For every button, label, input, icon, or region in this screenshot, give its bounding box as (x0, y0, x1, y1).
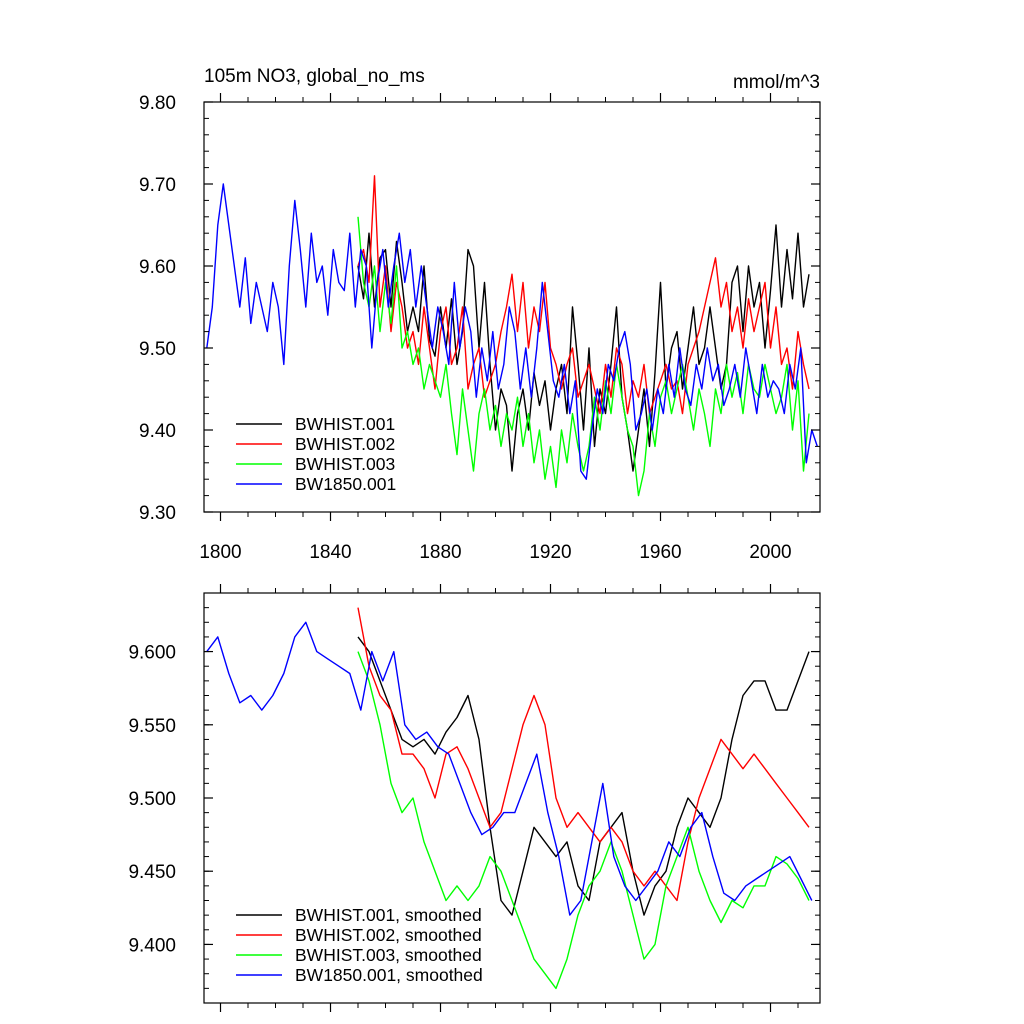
raw-xtick-label: 1920 (529, 542, 571, 563)
raw-series-line-4 (206, 183, 818, 480)
smoothed-ytick-label: 9.500 (128, 789, 176, 810)
smoothed-ytick-label: 9.600 (128, 643, 176, 664)
raw-ytick-label: 9.40 (139, 421, 176, 442)
smoothed-ytick-label: 9.550 (128, 716, 176, 737)
raw-series-line-1 (357, 224, 810, 472)
smoothed-series-line-1 (357, 636, 810, 916)
raw-axis-ticks: 1800 1840 1880 1920 1960 2000 9.30 9.40 9.50 9.60… (139, 93, 820, 563)
raw-legend-label-2: BWHIST.002 (295, 434, 395, 454)
raw-series-line-3 (357, 216, 810, 497)
raw-ytick-label: 9.50 (139, 339, 176, 360)
raw-ytick-label: 9.80 (139, 93, 176, 114)
smoothed-legend-label-2: BWHIST.002, smoothed (295, 925, 482, 945)
smoothed-legend-label-4: BW1850.001, smoothed (295, 965, 483, 985)
smoothed-series-line-2 (357, 607, 810, 902)
smoothed-series-line-3 (357, 651, 810, 990)
raw-legend-label-3: BWHIST.003 (295, 454, 395, 474)
smoothed-ytick-label: 9.400 (128, 935, 176, 956)
smoothed-ytick-label: 9.450 (128, 862, 176, 883)
smoothed-axis-ticks: 9.400 9.450 9.500 9.550 9.600 (128, 584, 820, 1012)
raw-xtick-label: 1960 (639, 542, 681, 563)
raw-ytick-label: 9.30 (139, 503, 176, 524)
smoothed-plot-lines (206, 607, 813, 990)
raw-legend-label-1: BWHIST.001 (295, 414, 395, 434)
raw-plot-lines (206, 175, 818, 497)
smoothed-legend-label-3: BWHIST.003, smoothed (295, 945, 482, 965)
raw-legend-label-4: BW1850.001 (295, 474, 396, 494)
smoothed-panel: 9.400 9.450 9.500 9.550 9.600 BWHIST.001, sm… (128, 584, 821, 1012)
raw-xtick-label: 1880 (419, 542, 461, 563)
raw-ytick-label: 9.60 (139, 257, 176, 278)
raw-xtick-label: 2000 (749, 542, 791, 563)
chart-title-left: 105m NO3, global_no_ms (204, 66, 425, 87)
raw-xtick-label: 1800 (199, 542, 241, 563)
raw-plot-frame (203, 101, 821, 513)
smoothed-series-line-4 (206, 621, 813, 916)
raw-xtick-label: 1840 (309, 542, 351, 563)
raw-ytick-label: 9.70 (139, 175, 176, 196)
chart-units: mmol/m^3 (733, 72, 820, 93)
smoothed-legend-label-1: BWHIST.001, smoothed (295, 905, 482, 925)
raw-panel: 105m NO3, global_no_ms mmol/m^3 1800 1840… (139, 66, 821, 563)
